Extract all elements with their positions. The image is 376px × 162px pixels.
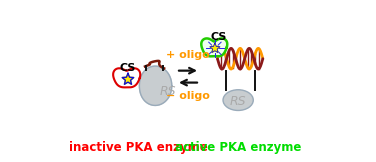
Polygon shape [201,38,227,56]
Polygon shape [139,66,172,105]
Ellipse shape [223,90,253,110]
Text: − oligo: − oligo [166,91,210,101]
Text: + oligo: + oligo [166,50,210,60]
Polygon shape [210,43,220,53]
Polygon shape [122,73,134,84]
Polygon shape [113,68,140,87]
Text: RS: RS [160,85,177,98]
Text: RS: RS [230,95,246,108]
Text: inactive PKA enzyme: inactive PKA enzyme [69,141,208,154]
Text: CS: CS [119,63,135,73]
Text: active PKA enzyme: active PKA enzyme [175,141,301,154]
Text: CS: CS [211,32,227,42]
